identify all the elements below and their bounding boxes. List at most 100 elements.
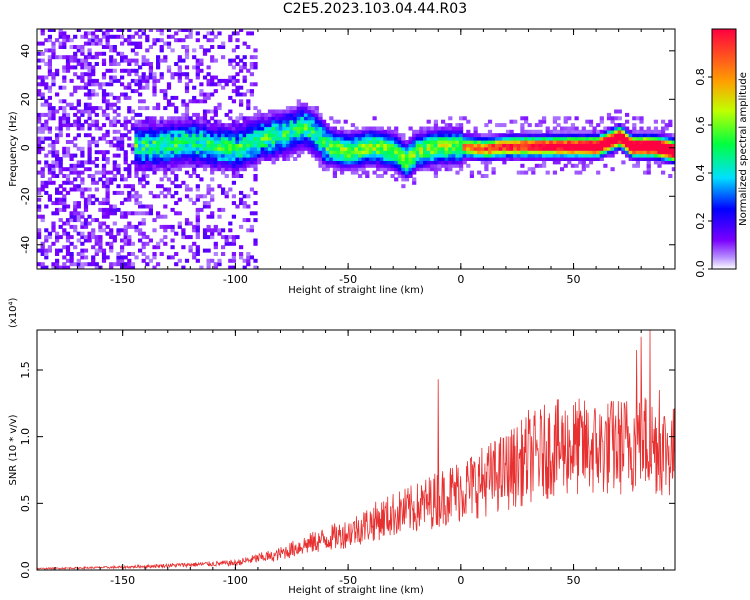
spectrogram-cell [257, 123, 262, 128]
spectrogram-cell [657, 146, 662, 151]
spectrogram-cell [426, 160, 431, 165]
spectrogram-cell [202, 126, 208, 131]
spectrogram-cell [350, 160, 356, 165]
spectrogram-cell [322, 146, 327, 151]
spectrogram-cell [671, 133, 675, 138]
spectrogram-cell [664, 146, 669, 151]
spectrogram-cell [466, 129, 471, 134]
spectrogram-cell [480, 174, 485, 178]
spectrogram-cell [542, 140, 547, 144]
spectrogram-cell [120, 255, 125, 260]
spectrogram-cell [195, 218, 200, 223]
spectrogram-cell [210, 211, 215, 216]
spectrogram-cell [228, 126, 233, 131]
spectrogram-cell [231, 238, 237, 243]
spectrogram-cell [62, 194, 67, 199]
spectrogram-cell [206, 133, 211, 138]
spectrogram-cell [192, 123, 197, 128]
spectrogram-cell [192, 99, 197, 104]
spectrogram-cell [123, 211, 128, 216]
spectrogram-cell [152, 252, 157, 256]
spectrogram-cell [661, 153, 666, 158]
spectrogram-cell [188, 245, 193, 250]
spectrogram-cell [40, 136, 45, 141]
spectrogram-cell [538, 133, 543, 138]
spectrogram-cell [246, 146, 251, 151]
spectrogram-cell [578, 136, 583, 141]
spectrogram-cell [199, 133, 204, 138]
spectrogram-cell [293, 119, 298, 124]
spectrogram-cell [394, 146, 399, 151]
spectrogram-cell [145, 78, 150, 83]
spectrogram-cell [361, 160, 366, 165]
spectrogram-cell [444, 146, 449, 151]
spectrogram-cell [653, 157, 659, 161]
spectrogram-cell [231, 140, 237, 144]
spectrogram-cell [123, 231, 128, 236]
spectrogram-cell [134, 190, 139, 195]
spectrogram-cell [603, 143, 608, 148]
spectrogram-cell [134, 133, 139, 138]
spectrogram-cell [156, 29, 161, 32]
spectrogram-cell [267, 153, 273, 158]
spectrogram-cell [293, 150, 298, 155]
spectrogram-cell [206, 235, 211, 240]
spectrogram-cell [303, 140, 309, 144]
spectrogram-cell [412, 177, 417, 182]
spectrogram-cell [105, 68, 110, 73]
spectrogram-cell [599, 150, 604, 155]
spectrogram-cell [404, 167, 410, 172]
spectrogram-cell [184, 133, 190, 138]
spectrogram-cell [130, 160, 136, 165]
spectrogram-cell [625, 140, 630, 144]
spectrogram-cell [365, 146, 370, 151]
spectrogram-cell [47, 85, 53, 90]
spectrogram-cell [195, 150, 200, 155]
spectrogram-cell [343, 133, 348, 138]
spectrogram-cell [376, 174, 381, 178]
spectrogram-cell [213, 106, 218, 111]
spectrogram-cell [166, 116, 172, 121]
spectrogram-cell [412, 170, 417, 175]
spectrogram-cell [347, 143, 352, 148]
spectrogram-cell [206, 78, 211, 83]
spectrogram-cell [347, 146, 352, 151]
spectrogram-cell [83, 238, 89, 243]
spectrogram-cell [181, 231, 186, 236]
spectrogram-cell [430, 126, 435, 131]
spectrogram-cell [98, 201, 103, 206]
spectrogram-cell [206, 136, 211, 141]
spectrogram-cell [217, 106, 222, 111]
spectrogram-cell [188, 160, 193, 165]
spectrogram-cell [621, 150, 626, 155]
spectrogram-cell [433, 174, 439, 178]
spectrogram-cell [509, 129, 514, 134]
spectrogram-cell [469, 140, 475, 144]
spectrogram-cell [574, 153, 579, 158]
spectrogram-cell [202, 167, 208, 172]
spectrogram-cell [239, 153, 244, 158]
spectrogram-cell [94, 140, 99, 144]
spectrogram-cell [477, 157, 482, 161]
spectrogram-cell [184, 157, 190, 161]
spectrogram-y-tick-label: 20 [19, 92, 32, 106]
spectrogram-cell [213, 150, 218, 155]
spectrogram-cell [253, 146, 258, 151]
spectrogram-cell [213, 163, 218, 168]
spectrogram-cell [221, 252, 226, 256]
spectrogram-cell [177, 167, 182, 172]
spectrogram-cell [455, 150, 460, 155]
spectrogram-cell [148, 62, 154, 66]
spectrogram-cell [556, 143, 561, 148]
spectrogram-cell [228, 265, 233, 269]
spectrogram-cell [170, 136, 175, 141]
spectrogram-cell [148, 68, 154, 73]
spectrogram-cell [62, 78, 67, 83]
spectrogram-cell [386, 136, 392, 141]
spectrogram-cell [556, 116, 561, 121]
spectrogram-cell [249, 92, 255, 97]
spectrogram-cell [275, 123, 280, 128]
spectrogram-cell [184, 140, 190, 144]
spectrogram-cell [55, 258, 60, 263]
spectrogram-cell [354, 150, 359, 155]
